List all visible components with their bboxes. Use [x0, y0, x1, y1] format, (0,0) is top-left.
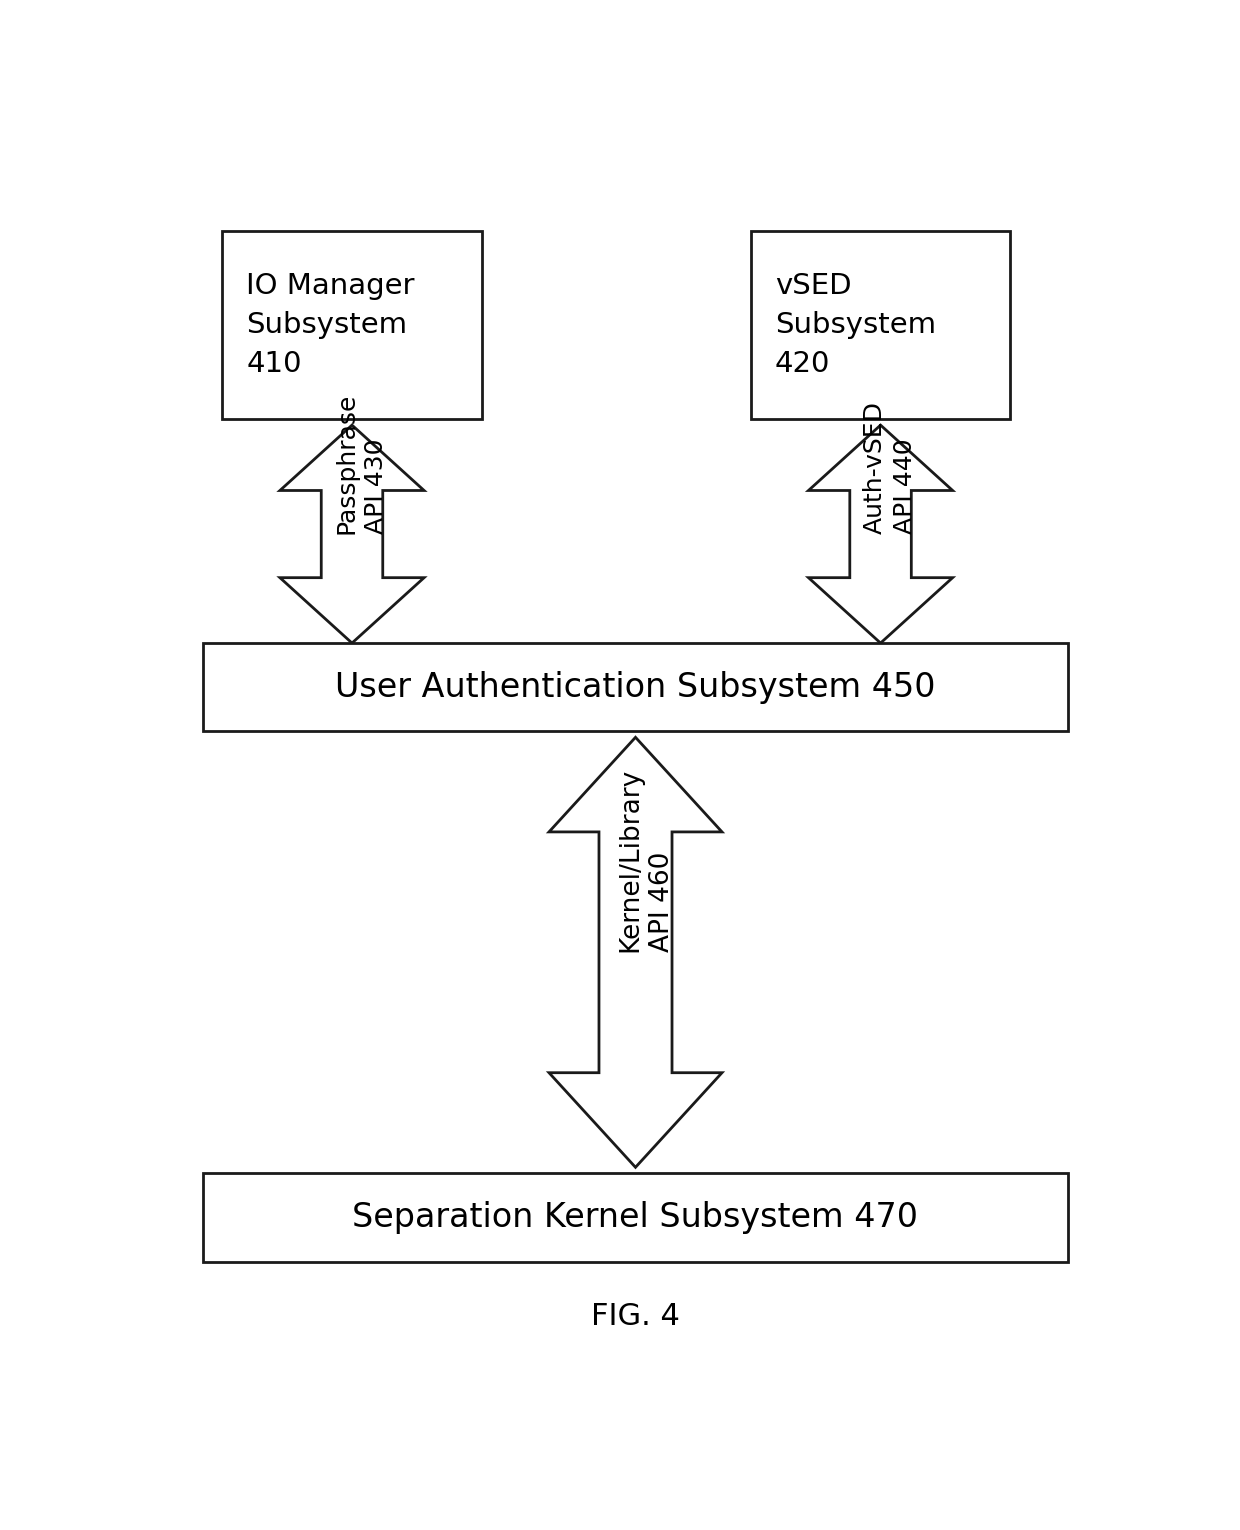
- FancyBboxPatch shape: [222, 231, 481, 419]
- Text: Auth-vSED
API 440: Auth-vSED API 440: [863, 401, 916, 534]
- FancyBboxPatch shape: [203, 1174, 1068, 1262]
- Text: User Authentication Subsystem 450: User Authentication Subsystem 450: [335, 670, 936, 704]
- Text: Kernel/Library
API 460: Kernel/Library API 460: [618, 768, 676, 952]
- Polygon shape: [549, 737, 722, 1167]
- Polygon shape: [808, 425, 952, 643]
- Text: vSED
Subsystem
420: vSED Subsystem 420: [775, 272, 936, 378]
- Polygon shape: [280, 425, 424, 643]
- Text: FIG. 4: FIG. 4: [591, 1302, 680, 1331]
- Text: IO Manager
Subsystem
410: IO Manager Subsystem 410: [247, 272, 415, 378]
- Text: Separation Kernel Subsystem 470: Separation Kernel Subsystem 470: [352, 1201, 919, 1233]
- FancyBboxPatch shape: [203, 643, 1068, 731]
- Text: Passphrase
API 430: Passphrase API 430: [335, 393, 388, 534]
- FancyBboxPatch shape: [751, 231, 1011, 419]
